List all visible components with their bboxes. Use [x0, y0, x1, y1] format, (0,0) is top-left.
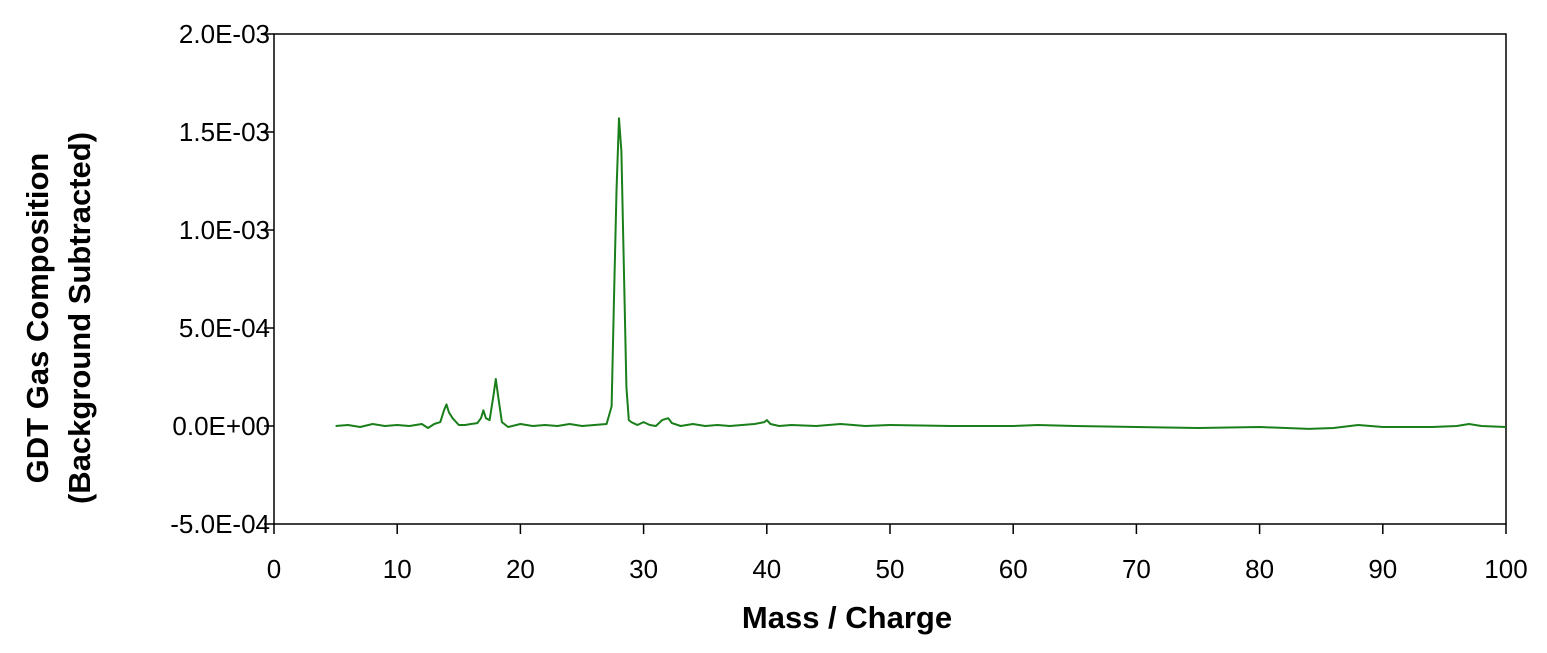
x-tick-label: 30: [629, 554, 658, 584]
x-tick-label: 60: [999, 554, 1028, 584]
series-line-0: [335, 117, 1507, 430]
x-tick-label: 20: [506, 554, 535, 584]
x-tick-label: 50: [876, 554, 905, 584]
y-tick-label: 2.0E-03: [179, 19, 270, 49]
x-tick-label: 70: [1122, 554, 1151, 584]
x-tick-label: 40: [752, 554, 781, 584]
y-tick-label: 5.0E-04: [179, 313, 270, 343]
x-tick-label: 100: [1484, 554, 1527, 584]
x-tick-label: 10: [383, 554, 412, 584]
y-tick-label: 1.5E-03: [179, 117, 270, 147]
y-axis-title-line-1: GDT Gas Composition: [20, 153, 55, 484]
x-axis-title: Mass / Charge: [742, 600, 952, 635]
y-axis-title-line-2: (Background Subtracted): [62, 132, 97, 504]
x-tick-label: 80: [1245, 554, 1274, 584]
y-tick-label: -5.0E-04: [170, 509, 270, 539]
y-tick-label: 1.0E-03: [179, 215, 270, 245]
x-tick-label: 0: [267, 554, 281, 584]
series-layer: [335, 117, 1507, 430]
x-axis-ticks: 0 10 20 30 40 50 60 70 80 90 100: [267, 524, 1528, 584]
y-axis-ticks: -5.0E-04 0.0E+00 5.0E-04 1.0E-03 1.5E-03 2.0E…: [170, 19, 274, 539]
y-tick-label: 0.0E+00: [172, 411, 270, 441]
x-tick-label: 90: [1368, 554, 1397, 584]
